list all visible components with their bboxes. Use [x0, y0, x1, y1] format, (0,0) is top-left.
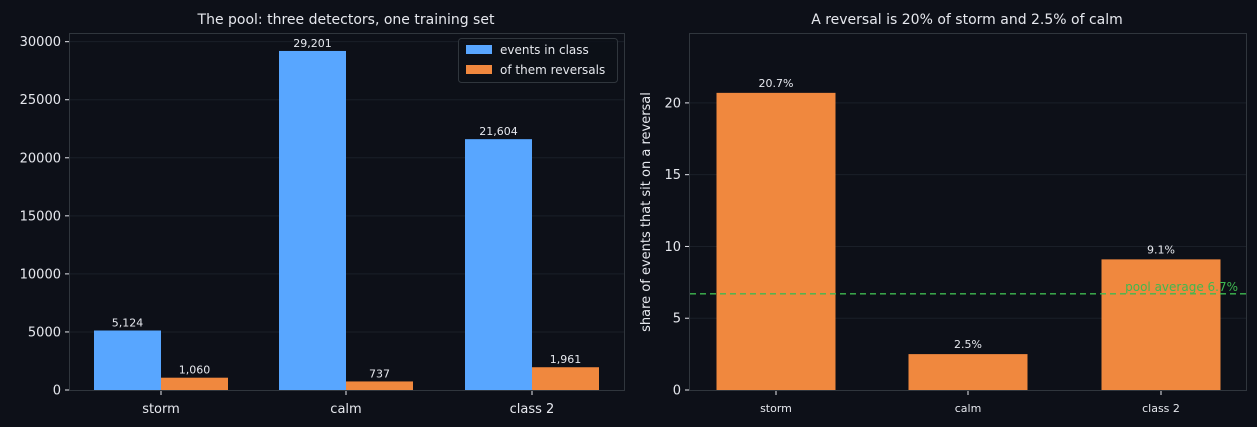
bar-share-storm — [716, 92, 836, 391]
bar-share-class-2 — [1101, 259, 1221, 390]
right-x-tick-label-storm: storm — [760, 402, 792, 415]
data-label-events-in-class-storm: 5,124 — [112, 317, 144, 330]
bar-of-them-reversals-storm — [161, 377, 228, 390]
right-x-ticks: storm calm class 2 — [760, 390, 1180, 415]
pool-average-label: pool average 6.7% — [1125, 280, 1238, 294]
right-y-tick-label: 0 — [673, 384, 681, 399]
left-bars — [94, 50, 599, 390]
right-y-tick-label: 10 — [664, 240, 681, 255]
bar-events-in-class-calm — [279, 50, 346, 390]
right-y-axis-label: share of events that sit on a reversal — [639, 92, 654, 332]
bar-of-them-reversals-calm — [346, 381, 413, 390]
right-plot-frame — [689, 33, 1247, 391]
legend: events in class of them reversals — [458, 38, 618, 83]
left-data-labels: 5,124 1,060 29,201 737 21,604 1,961 — [112, 37, 582, 380]
right-chart-title: A reversal is 20% of storm and 2.5% of c… — [811, 12, 1123, 28]
right-x-tick-label-calm: calm — [955, 402, 982, 415]
left-y-tick-label: 30000 — [20, 35, 61, 50]
left-x-ticks: storm calm class 2 — [142, 390, 554, 417]
data-label-share-class-2: 9.1% — [1147, 243, 1175, 256]
right-y-tick-label: 15 — [664, 168, 681, 183]
left-y-tick-label: 5000 — [28, 325, 61, 340]
left-x-tick-label-calm: calm — [330, 402, 361, 417]
left-y-tick-label: 15000 — [20, 209, 61, 224]
data-label-events-in-class-calm: 29,201 — [293, 37, 332, 50]
left-plot-frame — [69, 33, 625, 391]
right-y-tick-label: 5 — [673, 312, 681, 327]
left-x-tick-label-storm: storm — [142, 402, 180, 417]
right-data-labels: 20.7% 2.5% 9.1% — [759, 77, 1175, 351]
left-y-ticks: 0 5000 10000 15000 20000 25000 30000 — [20, 35, 70, 399]
data-label-events-in-class-class-2: 21,604 — [479, 125, 518, 138]
left-panel: The pool: three detectors, one training … — [20, 12, 625, 417]
right-panel: A reversal is 20% of storm and 2.5% of c… — [639, 12, 1247, 415]
legend-label-reversals: of them reversals — [500, 63, 605, 77]
left-y-tick-label: 20000 — [20, 151, 61, 166]
right-bars — [716, 92, 1221, 391]
right-x-tick-label-class-2: class 2 — [1142, 402, 1180, 415]
legend-label-events-in-class: events in class — [500, 43, 589, 57]
left-chart-title: The pool: three detectors, one training … — [197, 12, 495, 28]
right-y-ticks: 0 5 10 15 20 — [664, 96, 690, 399]
data-label-of-them-reversals-class-2: 1,961 — [550, 353, 582, 366]
left-x-tick-label-class-2: class 2 — [510, 402, 555, 417]
data-label-of-them-reversals-calm: 737 — [369, 367, 390, 380]
legend-box — [458, 38, 618, 83]
bar-share-calm — [908, 354, 1028, 390]
data-label-of-them-reversals-storm: 1,060 — [179, 364, 211, 377]
bar-events-in-class-storm — [94, 330, 161, 390]
data-label-share-calm: 2.5% — [954, 338, 982, 351]
bar-events-in-class-class-2 — [465, 139, 532, 390]
left-y-tick-label: 10000 — [20, 267, 61, 282]
legend-swatch-events-in-class — [466, 45, 492, 54]
bar-of-them-reversals-class-2 — [532, 367, 599, 390]
right-y-tick-label: 20 — [664, 96, 681, 111]
data-label-share-storm: 20.7% — [759, 77, 794, 90]
left-y-tick-label: 0 — [53, 384, 61, 399]
left-y-tick-label: 25000 — [20, 93, 61, 108]
legend-swatch-reversals — [466, 65, 492, 74]
